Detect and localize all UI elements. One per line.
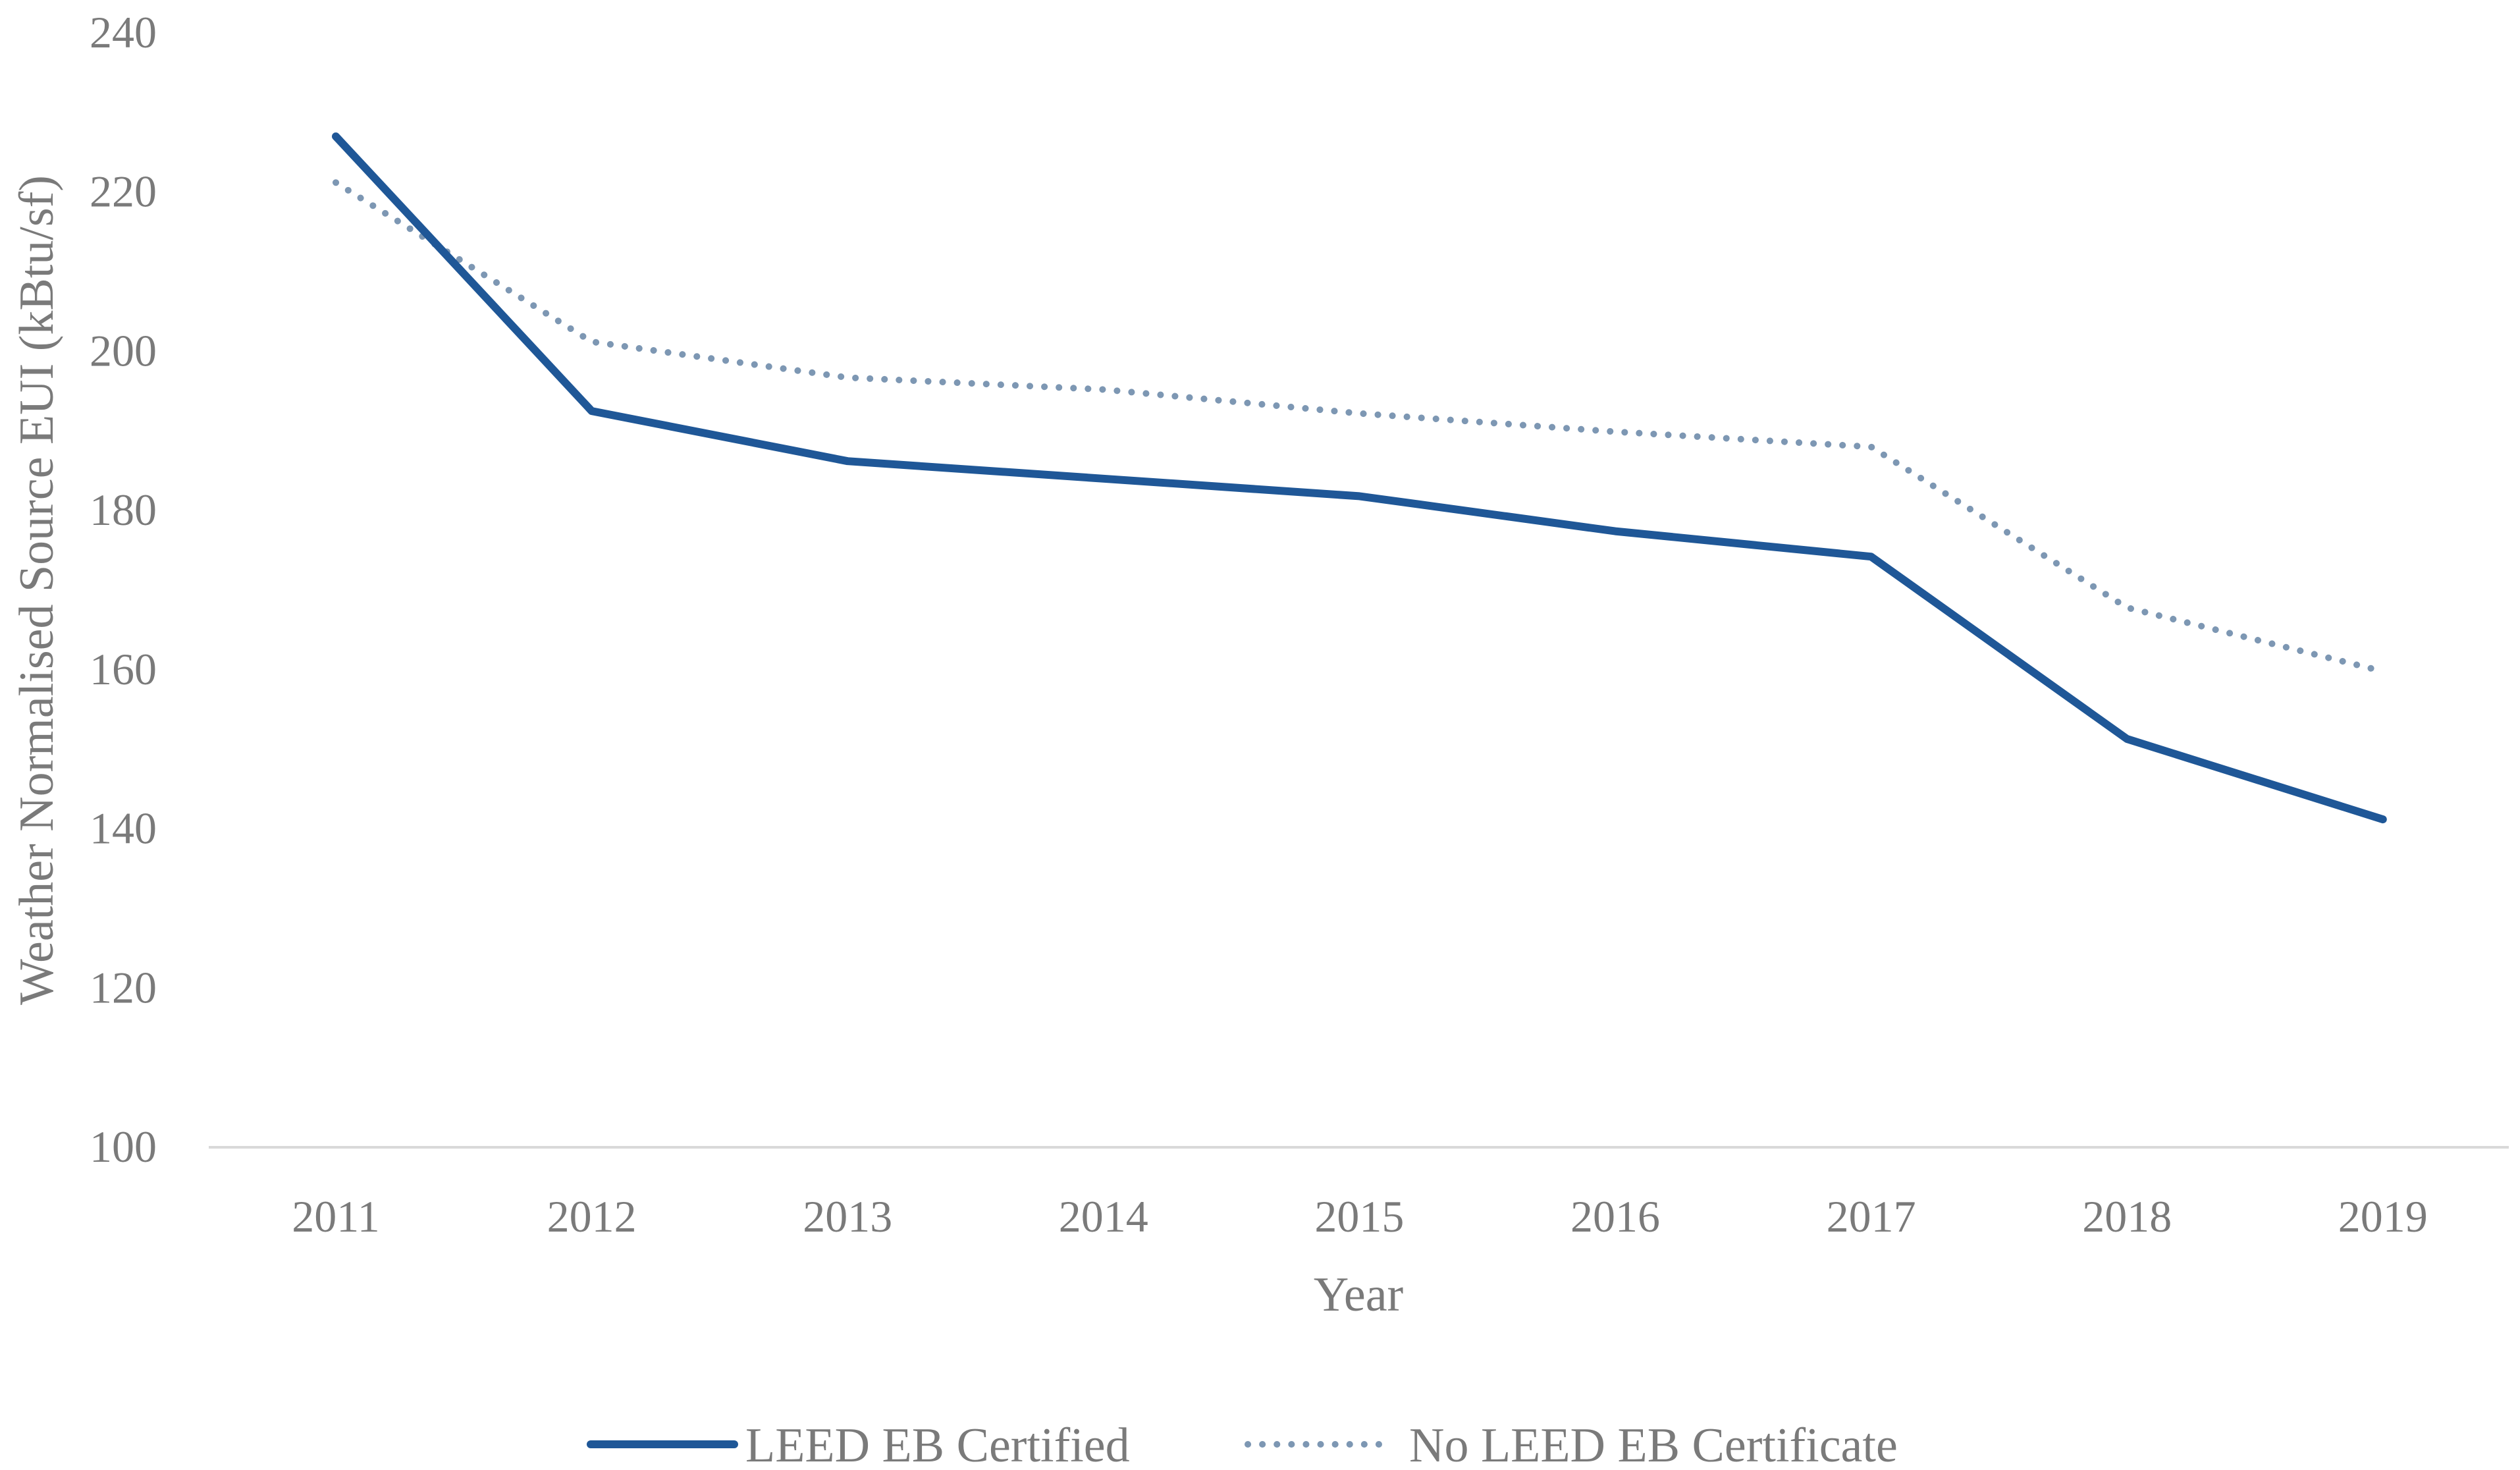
legend: LEED EB Certified No LEED EB Certificate [587,1419,1898,1470]
y-tick-label: 140 [90,803,157,854]
x-axis-ticks: 2011 2012 2013 2014 2015 2016 2017 2018 2019 [292,1191,2428,1241]
y-axis-title: Weather Normalised Source EUI (kBtu/sf) [10,175,64,1005]
y-tick-label: 120 [90,962,157,1012]
legend-label: No LEED EB Certificate [1409,1419,1898,1470]
x-tick-label: 2013 [803,1191,892,1241]
x-tick-label: 2012 [547,1191,637,1241]
series-lines [332,132,2387,824]
y-tick-label: 220 [90,167,157,217]
y-tick-label: 240 [90,7,157,57]
x-tick-label: 2017 [1827,1191,1916,1241]
y-axis-ticks: 100 120 140 160 180 200 220 240 [90,7,157,1172]
x-tick-label: 2011 [292,1191,379,1241]
x-tick-label: 2014 [1059,1191,1148,1241]
y-tick-label: 200 [90,325,157,375]
y-tick-label: 160 [90,644,157,694]
y-tick-label: 180 [90,485,157,535]
series-line-leed-eb-certified [332,132,2387,824]
x-axis-title: Year [1314,1268,1403,1322]
series-line-no-leed-eb-certificate [333,179,2386,675]
legend-label: LEED EB Certified [745,1419,1130,1470]
x-tick-label: 2018 [2082,1191,2172,1241]
y-tick-label: 100 [90,1122,157,1172]
x-tick-label: 2015 [1314,1191,1404,1241]
x-tick-label: 2019 [2338,1191,2428,1241]
x-tick-label: 2016 [1570,1191,1660,1241]
